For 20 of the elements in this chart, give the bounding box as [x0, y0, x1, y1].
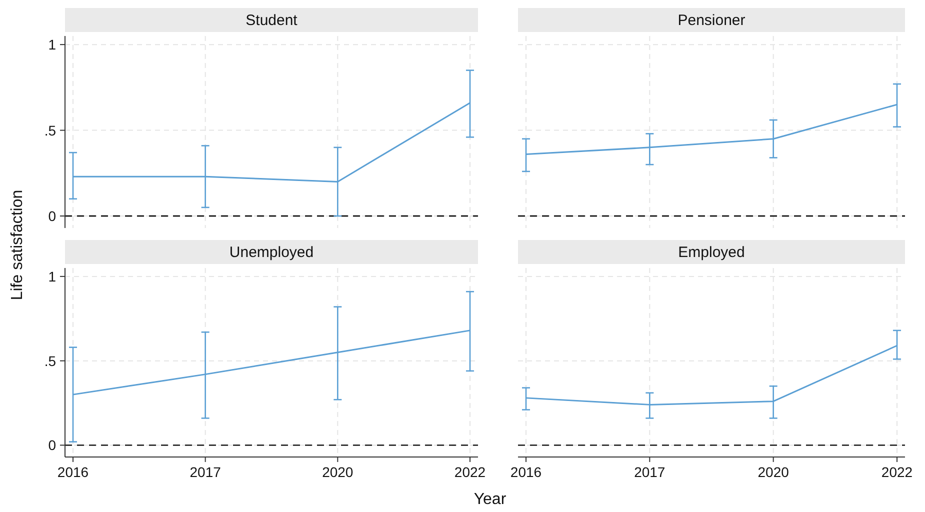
y-tick-label: 1	[48, 36, 56, 53]
y-axis-title: Life satisfaction	[9, 190, 26, 300]
x-tick-label: 2020	[758, 464, 790, 480]
y-tick-label: 0	[48, 208, 56, 224]
x-tick-label: 2022	[454, 464, 486, 480]
x-tick-label: 2016	[57, 464, 89, 480]
chart-title: Pensioner	[678, 12, 746, 29]
x-axis-title: Year	[474, 491, 507, 508]
x-tick-label: 2017	[190, 464, 222, 480]
y-tick-label: 1	[48, 268, 56, 284]
y-tick-label: 0	[48, 437, 56, 454]
x-tick-label: 2022	[881, 464, 913, 480]
y-tick-label: .5	[44, 122, 56, 138]
x-tick-label: 2016	[510, 464, 542, 480]
y-tick-label: .5	[44, 352, 56, 369]
x-tick-label: 2020	[322, 464, 354, 480]
chart-title: Unemployed	[229, 244, 314, 261]
x-tick-label: 2017	[634, 464, 666, 480]
chart-title: Student	[246, 12, 298, 29]
chart-title: Employed	[678, 244, 745, 261]
